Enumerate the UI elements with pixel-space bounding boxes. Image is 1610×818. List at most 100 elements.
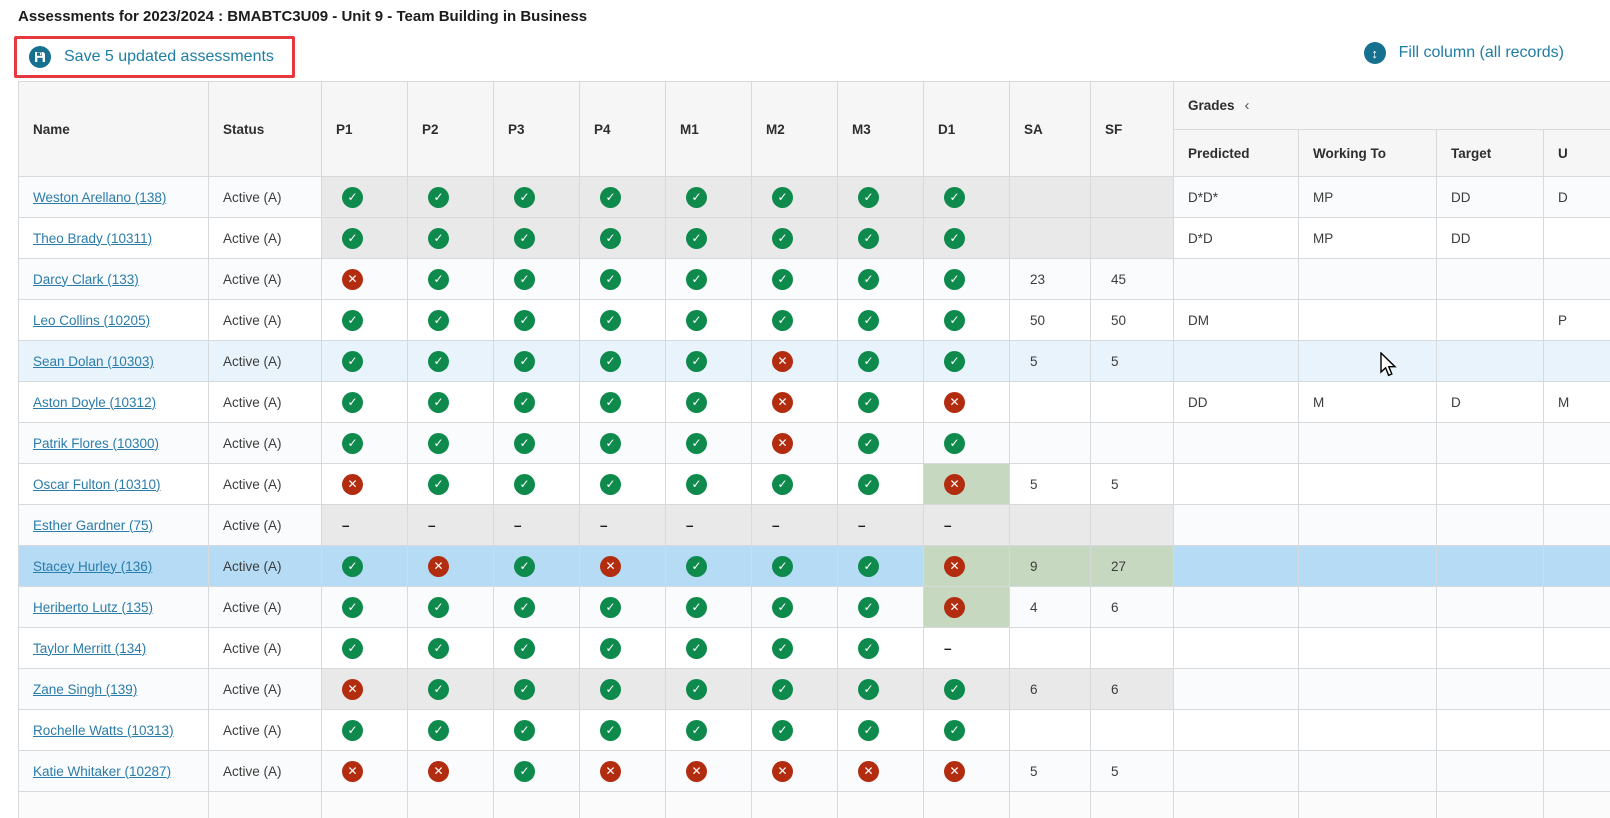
assessment-mark-cell-p4[interactable]: ✓ bbox=[579, 258, 666, 300]
check-icon[interactable]: ✓ bbox=[600, 473, 621, 495]
assessment-mark-cell-p3[interactable]: ✓ bbox=[493, 709, 580, 751]
target-grade-cell[interactable] bbox=[1436, 463, 1544, 505]
student-name-link[interactable]: Patrik Flores (10300) bbox=[33, 435, 160, 451]
target-grade-cell[interactable] bbox=[1436, 340, 1544, 382]
assessment-mark-cell-d1[interactable]: ✓ bbox=[923, 217, 1010, 259]
working-to-grade-cell[interactable]: MP bbox=[1298, 176, 1437, 218]
cross-icon[interactable]: ✕ bbox=[600, 760, 621, 782]
target-grade-cell[interactable] bbox=[1436, 586, 1544, 628]
check-icon[interactable]: ✓ bbox=[428, 268, 449, 290]
check-icon[interactable]: ✓ bbox=[686, 719, 707, 741]
sa-score-cell[interactable] bbox=[1009, 504, 1091, 546]
check-icon[interactable]: ✓ bbox=[858, 678, 879, 700]
assessment-mark-cell-p3[interactable]: ✓ bbox=[493, 299, 580, 341]
assessment-mark-cell-p3[interactable]: ✓ bbox=[493, 586, 580, 628]
assessment-mark-cell-p4[interactable]: ✓ bbox=[579, 463, 666, 505]
assessment-mark-cell-p4[interactable]: ✓ bbox=[579, 340, 666, 382]
cross-icon[interactable]: ✕ bbox=[944, 473, 965, 495]
student-name-link[interactable]: Taylor Merritt (134) bbox=[33, 640, 147, 656]
check-icon[interactable]: ✓ bbox=[600, 309, 621, 331]
unit-grade-cell[interactable] bbox=[1542, 217, 1610, 259]
sf-score-cell[interactable]: 27 bbox=[1090, 545, 1174, 587]
check-icon[interactable]: ✓ bbox=[858, 432, 879, 454]
check-icon[interactable]: ✓ bbox=[342, 391, 363, 413]
working-to-grade-cell[interactable] bbox=[1298, 709, 1437, 751]
working-to-grade-cell[interactable] bbox=[1298, 422, 1437, 464]
check-icon[interactable]: ✓ bbox=[686, 309, 707, 331]
check-icon[interactable]: ✓ bbox=[514, 555, 535, 577]
assessment-mark-cell-d1[interactable]: ✕ bbox=[923, 545, 1010, 587]
unit-grade-cell[interactable] bbox=[1542, 750, 1610, 792]
assessment-mark-cell-d1[interactable]: ✓ bbox=[923, 422, 1010, 464]
assessment-mark-cell-p1[interactable]: ✓ bbox=[321, 422, 408, 464]
predicted-grade-cell[interactable] bbox=[1173, 709, 1299, 751]
fill-column-button[interactable]: ↕ Fill column (all records) bbox=[1363, 42, 1564, 64]
student-name-link[interactable]: Weston Arellano (138) bbox=[33, 189, 167, 205]
assessment-mark-cell-d1[interactable]: ✓ bbox=[923, 340, 1010, 382]
unit-grade-cell[interactable]: P bbox=[1542, 299, 1610, 341]
working-to-grade-cell[interactable] bbox=[1298, 340, 1437, 382]
assessment-mark-cell-m3[interactable]: – bbox=[837, 504, 924, 546]
check-icon[interactable]: ✓ bbox=[772, 555, 793, 577]
check-icon[interactable]: ✓ bbox=[858, 719, 879, 741]
assessment-mark-cell-p3[interactable]: ✓ bbox=[493, 545, 580, 587]
sa-score-cell[interactable]: 5 bbox=[1009, 340, 1091, 382]
check-icon[interactable]: ✓ bbox=[686, 432, 707, 454]
predicted-grade-cell[interactable] bbox=[1173, 422, 1299, 464]
dash-icon[interactable]: – bbox=[514, 517, 522, 533]
check-icon[interactable]: ✓ bbox=[772, 186, 793, 208]
check-icon[interactable]: ✓ bbox=[428, 186, 449, 208]
check-icon[interactable]: ✓ bbox=[944, 432, 965, 454]
assessment-mark-cell-d1[interactable]: ✓ bbox=[923, 299, 1010, 341]
dash-icon[interactable]: – bbox=[428, 517, 436, 533]
check-icon[interactable]: ✓ bbox=[428, 432, 449, 454]
check-icon[interactable]: ✓ bbox=[600, 432, 621, 454]
target-grade-cell[interactable] bbox=[1436, 750, 1544, 792]
sa-score-cell[interactable]: 9 bbox=[1009, 545, 1091, 587]
assessment-mark-cell-m2[interactable]: ✓ bbox=[751, 545, 838, 587]
student-name-link[interactable]: Rochelle Watts (10313) bbox=[33, 722, 174, 738]
assessment-mark-cell-p2[interactable]: ✓ bbox=[407, 258, 494, 300]
assessment-mark-cell-m2[interactable]: ✓ bbox=[751, 463, 838, 505]
predicted-grade-cell[interactable] bbox=[1173, 504, 1299, 546]
assessment-mark-cell-p4[interactable]: ✕ bbox=[579, 750, 666, 792]
sf-score-cell[interactable] bbox=[1090, 381, 1174, 423]
check-icon[interactable]: ✓ bbox=[342, 186, 363, 208]
cross-icon[interactable]: ✕ bbox=[342, 678, 363, 700]
sf-score-cell[interactable] bbox=[1090, 422, 1174, 464]
cross-icon[interactable]: ✕ bbox=[686, 760, 707, 782]
assessment-mark-cell-p3[interactable]: ✓ bbox=[493, 463, 580, 505]
sf-score-cell[interactable] bbox=[1090, 709, 1174, 751]
check-icon[interactable]: ✓ bbox=[686, 391, 707, 413]
assessment-mark-cell-p4[interactable]: ✓ bbox=[579, 217, 666, 259]
assessment-mark-cell-p4[interactable]: ✕ bbox=[579, 545, 666, 587]
target-grade-cell[interactable]: DD bbox=[1436, 176, 1544, 218]
dash-icon[interactable]: – bbox=[686, 517, 694, 533]
check-icon[interactable]: ✓ bbox=[772, 596, 793, 618]
check-icon[interactable]: ✓ bbox=[600, 227, 621, 249]
sf-score-cell[interactable]: 6 bbox=[1090, 586, 1174, 628]
sf-score-cell[interactable] bbox=[1090, 627, 1174, 669]
check-icon[interactable]: ✓ bbox=[514, 637, 535, 659]
assessment-mark-cell-m1[interactable]: ✕ bbox=[665, 750, 752, 792]
target-grade-cell[interactable] bbox=[1436, 504, 1544, 546]
assessment-mark-cell-m1[interactable]: ✓ bbox=[665, 709, 752, 751]
check-icon[interactable]: ✓ bbox=[428, 596, 449, 618]
student-name-link[interactable]: Katie Whitaker (10287) bbox=[33, 763, 172, 779]
assessment-mark-cell-d1[interactable]: ✕ bbox=[923, 381, 1010, 423]
target-grade-cell[interactable] bbox=[1436, 299, 1544, 341]
check-icon[interactable]: ✓ bbox=[858, 555, 879, 577]
check-icon[interactable]: ✓ bbox=[600, 719, 621, 741]
student-name-link[interactable]: Sean Dolan (10303) bbox=[33, 353, 154, 369]
assessment-mark-cell-p1[interactable]: ✓ bbox=[321, 381, 408, 423]
cross-icon[interactable]: ✕ bbox=[944, 760, 965, 782]
unit-grade-cell[interactable] bbox=[1542, 258, 1610, 300]
predicted-grade-cell[interactable] bbox=[1173, 340, 1299, 382]
assessment-mark-cell-m2[interactable]: ✕ bbox=[751, 340, 838, 382]
assessment-mark-cell-p4[interactable]: ✓ bbox=[579, 381, 666, 423]
assessment-mark-cell-m2[interactable]: ✓ bbox=[751, 627, 838, 669]
assessment-mark-cell-p3[interactable]: ✓ bbox=[493, 668, 580, 710]
unit-grade-cell[interactable] bbox=[1542, 627, 1610, 669]
assessment-mark-cell-p1[interactable]: ✕ bbox=[321, 750, 408, 792]
assessment-mark-cell-p2[interactable]: ✓ bbox=[407, 422, 494, 464]
